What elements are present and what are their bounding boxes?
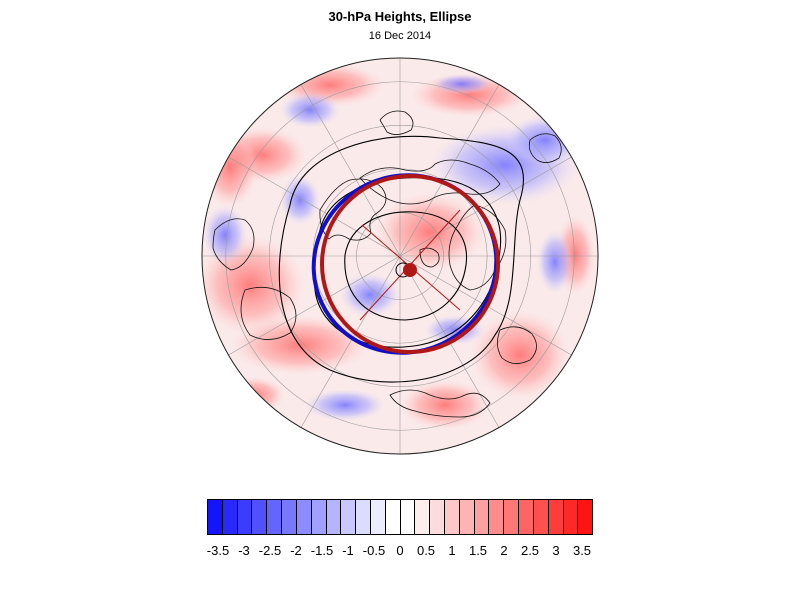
- colorbar-swatch: [222, 500, 238, 534]
- colorbar-swatch: [489, 500, 505, 534]
- globe-border: [201, 57, 599, 455]
- colorbar: [207, 499, 593, 535]
- colorbar-swatch: [282, 500, 297, 534]
- colorbar-label: -3: [238, 543, 250, 558]
- colorbar-swatch: [370, 500, 386, 534]
- colorbar-label: -1.5: [310, 543, 334, 558]
- colorbar-swatch: [208, 500, 223, 534]
- colorbar-swatch: [267, 500, 283, 534]
- ellipse-red: [320, 174, 500, 354]
- fitted-ellipses: [311, 173, 500, 355]
- colorbar-labels: -3.5 -3 -2.5 -2 -1.5 -1 -0.5 0 0.5 1 1.5 2 2.5 3 3.5: [200, 543, 600, 559]
- meridian-line: [228, 156, 401, 257]
- colorbar-label: 3.5: [572, 543, 592, 558]
- colorbar-label: -2: [290, 543, 302, 558]
- meridian-line: [300, 84, 401, 257]
- colorbar-label: -1: [342, 543, 354, 558]
- meridian-line: [300, 255, 401, 428]
- colorbar-swatch: [459, 500, 475, 534]
- colorbar-swatch: [563, 500, 579, 534]
- colorbar-swatch: [445, 500, 460, 534]
- colorbar-swatch: [578, 500, 593, 534]
- pole-marker: [395, 262, 417, 278]
- colorbar-swatch: [474, 500, 490, 534]
- colorbar-label: -2.5: [258, 543, 282, 558]
- meridian-line: [399, 84, 500, 257]
- colorbar-swatch: [385, 500, 401, 534]
- colorbar-swatch: [519, 500, 534, 534]
- colorbar-label: 2.5: [520, 543, 540, 558]
- colorbar-swatch: [548, 500, 564, 534]
- height-contour-outer: [278, 135, 525, 383]
- colorbar-swatch: [252, 500, 268, 534]
- colorbar-swatch: [296, 500, 312, 534]
- colorbar-swatch: [311, 500, 327, 534]
- meridian-line: [399, 156, 572, 257]
- colorbar-swatch: [400, 500, 416, 534]
- colorbar-label: 0.5: [416, 543, 436, 558]
- colorbar-swatch: [326, 500, 342, 534]
- coastlines: [212, 110, 562, 418]
- chart-title: 30-hPa Heights, Ellipse: [328, 9, 472, 24]
- colorbar-swatch: [415, 500, 431, 534]
- colorbar-label: 2: [500, 543, 508, 558]
- height-contour-inner: [344, 211, 468, 321]
- colorbar-label: 0: [396, 543, 404, 558]
- colorbar-swatch: [237, 500, 253, 534]
- colorbar-label: 3: [552, 543, 560, 558]
- ellipse-center: [403, 263, 417, 277]
- anomaly-field: [202, 58, 598, 454]
- meridian-line: [228, 255, 401, 356]
- colorbar-swatch: [533, 500, 549, 534]
- colorbar-label: -0.5: [362, 543, 386, 558]
- colorbar-swatch: [356, 500, 371, 534]
- chart-date: 16 Dec 2014: [368, 30, 432, 42]
- colorbar-swatch: [504, 500, 520, 534]
- colorbar-swatch: [430, 500, 445, 534]
- colorbar-label: 1.5: [468, 543, 488, 558]
- colorbar-label: -3.5: [206, 543, 230, 558]
- colorbar-swatch: [341, 500, 357, 534]
- colorbar-label: 1: [448, 543, 456, 558]
